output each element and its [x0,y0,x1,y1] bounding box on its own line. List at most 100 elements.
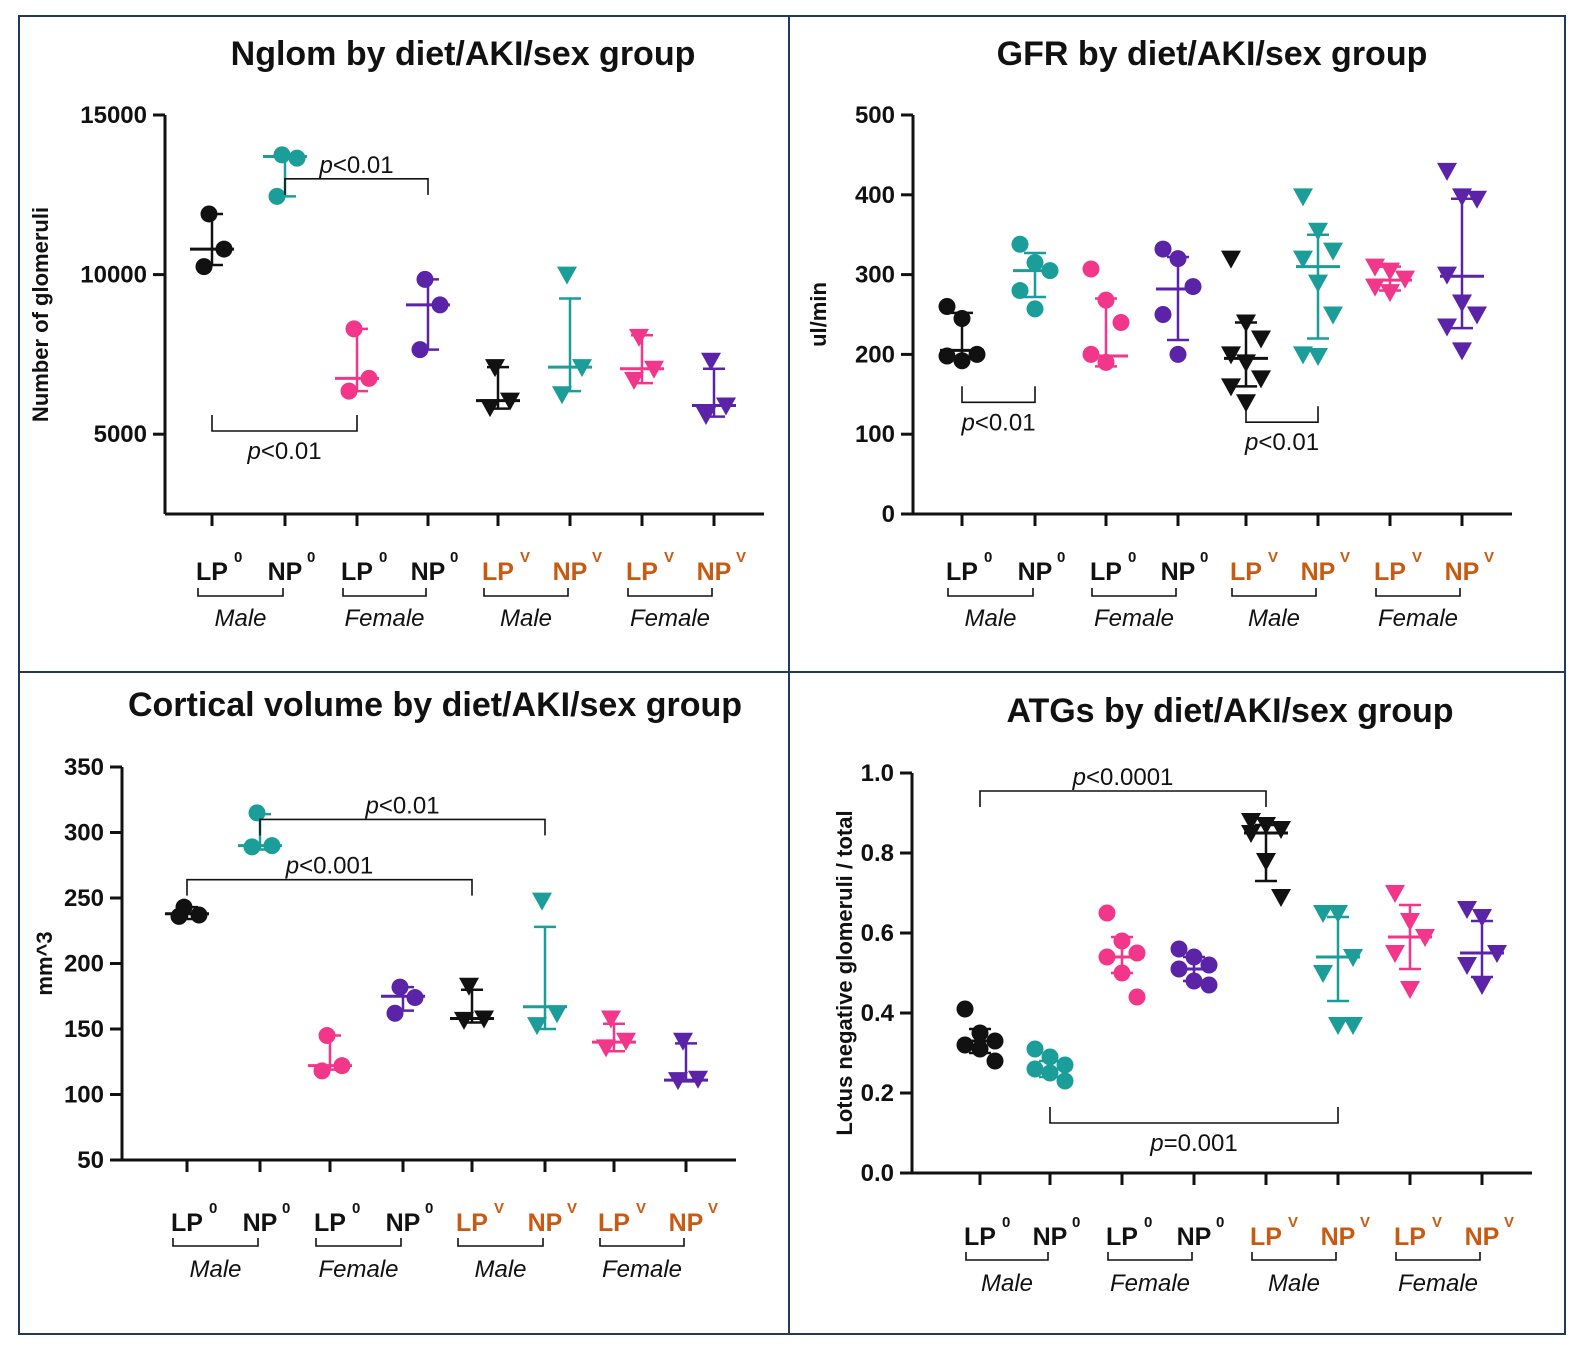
data-group-7 [664,1032,708,1091]
group-label-superscript: 0 [450,549,458,566]
data-point [454,1011,474,1030]
significance-bracket [259,818,546,836]
group-label: NP [1445,558,1480,586]
significance-annotation: p<0.01 [284,152,429,195]
data-point [1011,282,1029,300]
sex-label: Male [474,1256,526,1283]
group-label-superscript: V [1504,1214,1514,1231]
data-point [273,146,291,164]
group-label-superscript: 0 [1200,549,1208,566]
data-point [1457,901,1477,919]
data-point [1026,300,1044,318]
y-axis-label: Lotus negative glomeruli / total [832,810,857,1135]
data-point [601,1010,621,1029]
data-group-4 [450,977,494,1030]
group-label-superscript: V [1432,1214,1442,1231]
group-label: NP [697,558,732,586]
y-tick-label: 1.0 [861,760,894,787]
data-point [345,320,363,338]
chart-title: Cortical volume by diet/AKI/sex group [128,686,742,724]
y-tick-label: 500 [855,102,895,129]
data-point [288,149,306,167]
sex-label: Male [500,605,552,632]
sex-bracket [172,1238,259,1247]
sex-bracket [342,588,427,597]
group-label-superscript: V [592,549,602,566]
data-point [1056,1056,1074,1074]
data-point [1056,1072,1074,1090]
group-label: NP [528,1209,563,1237]
p-value-label: p<0.01 [246,438,321,465]
data-group-4 [476,359,520,418]
data-point [1128,988,1146,1006]
sex-label: Female [318,1256,398,1283]
y-tick-label: 0.8 [861,840,894,867]
data-point [971,1040,989,1058]
significance-bracket [1049,1107,1339,1124]
data-group-3 [1170,940,1218,994]
data-point [248,804,266,822]
data-point [1380,262,1400,281]
data-point [480,399,500,418]
y-tick-label: 300 [855,262,895,289]
significance-bracket [979,790,1267,807]
sex-bracket [483,588,569,597]
data-point [1323,306,1343,325]
data-point [1271,821,1291,839]
data-group-6 [592,1010,636,1058]
data-point [1467,190,1487,209]
data-point [1098,904,1116,922]
data-point [968,345,986,363]
data-point [701,352,721,371]
data-point [391,978,409,996]
sex-label: Female [1398,1270,1478,1297]
data-point [1365,278,1385,297]
data-point [1082,260,1100,278]
p-value-label: p<0.0001 [1072,764,1174,791]
data-group-6 [1385,885,1435,999]
y-tick-label: 100 [64,1082,104,1109]
data-point [1452,294,1472,313]
group-label: LP [1394,1223,1426,1251]
sex-bracket [315,1238,402,1247]
group-label-superscript: 0 [1072,1214,1080,1231]
data-point [170,907,188,925]
data-point [1097,353,1115,371]
group-label-superscript: 0 [1128,549,1136,566]
y-axis-label: Number of glomeruli [28,207,53,422]
sex-bracket [1395,1252,1481,1261]
group-label: LP [482,558,514,586]
chart-0: Nglom by diet/AKI/sex group 5000 10000 1500… [28,35,764,632]
data-point [1437,162,1457,181]
group-label: LP [1106,1223,1138,1251]
data-point [1323,242,1343,261]
y-axis-label: mm^3 [32,931,57,995]
data-point [1026,1040,1044,1058]
chart-title: Nglom by diet/AKI/sex group [231,35,696,73]
data-group-7 [692,352,736,426]
data-point [268,187,286,205]
sex-bracket [599,1238,685,1247]
data-point [532,892,552,911]
data-point [552,386,572,405]
group-label: LP [1090,558,1122,586]
chart-title: ATGs by diet/AKI/sex group [1006,692,1453,730]
data-point [547,1005,567,1024]
y-tick-label: 5000 [94,421,147,448]
sex-label: Male [214,605,266,632]
data-point [411,341,429,359]
chart-title: GFR by diet/AKI/sex group [997,35,1428,73]
chart-2: Cortical volume by diet/AKI/sex group 50 1… [32,686,742,1283]
sex-label: Male [981,1270,1033,1297]
data-point [200,205,218,223]
group-label-superscript: V [1484,549,1494,566]
group-label-superscript: V [1268,549,1278,566]
group-label-superscript: V [736,549,746,566]
group-label: NP [386,1209,421,1237]
sex-label: Female [630,605,710,632]
data-group-2 [1082,260,1130,371]
group-label: NP [1018,558,1053,586]
data-point [1170,940,1188,958]
data-point [1293,250,1313,269]
p-value-label: p<0.01 [960,409,1035,436]
